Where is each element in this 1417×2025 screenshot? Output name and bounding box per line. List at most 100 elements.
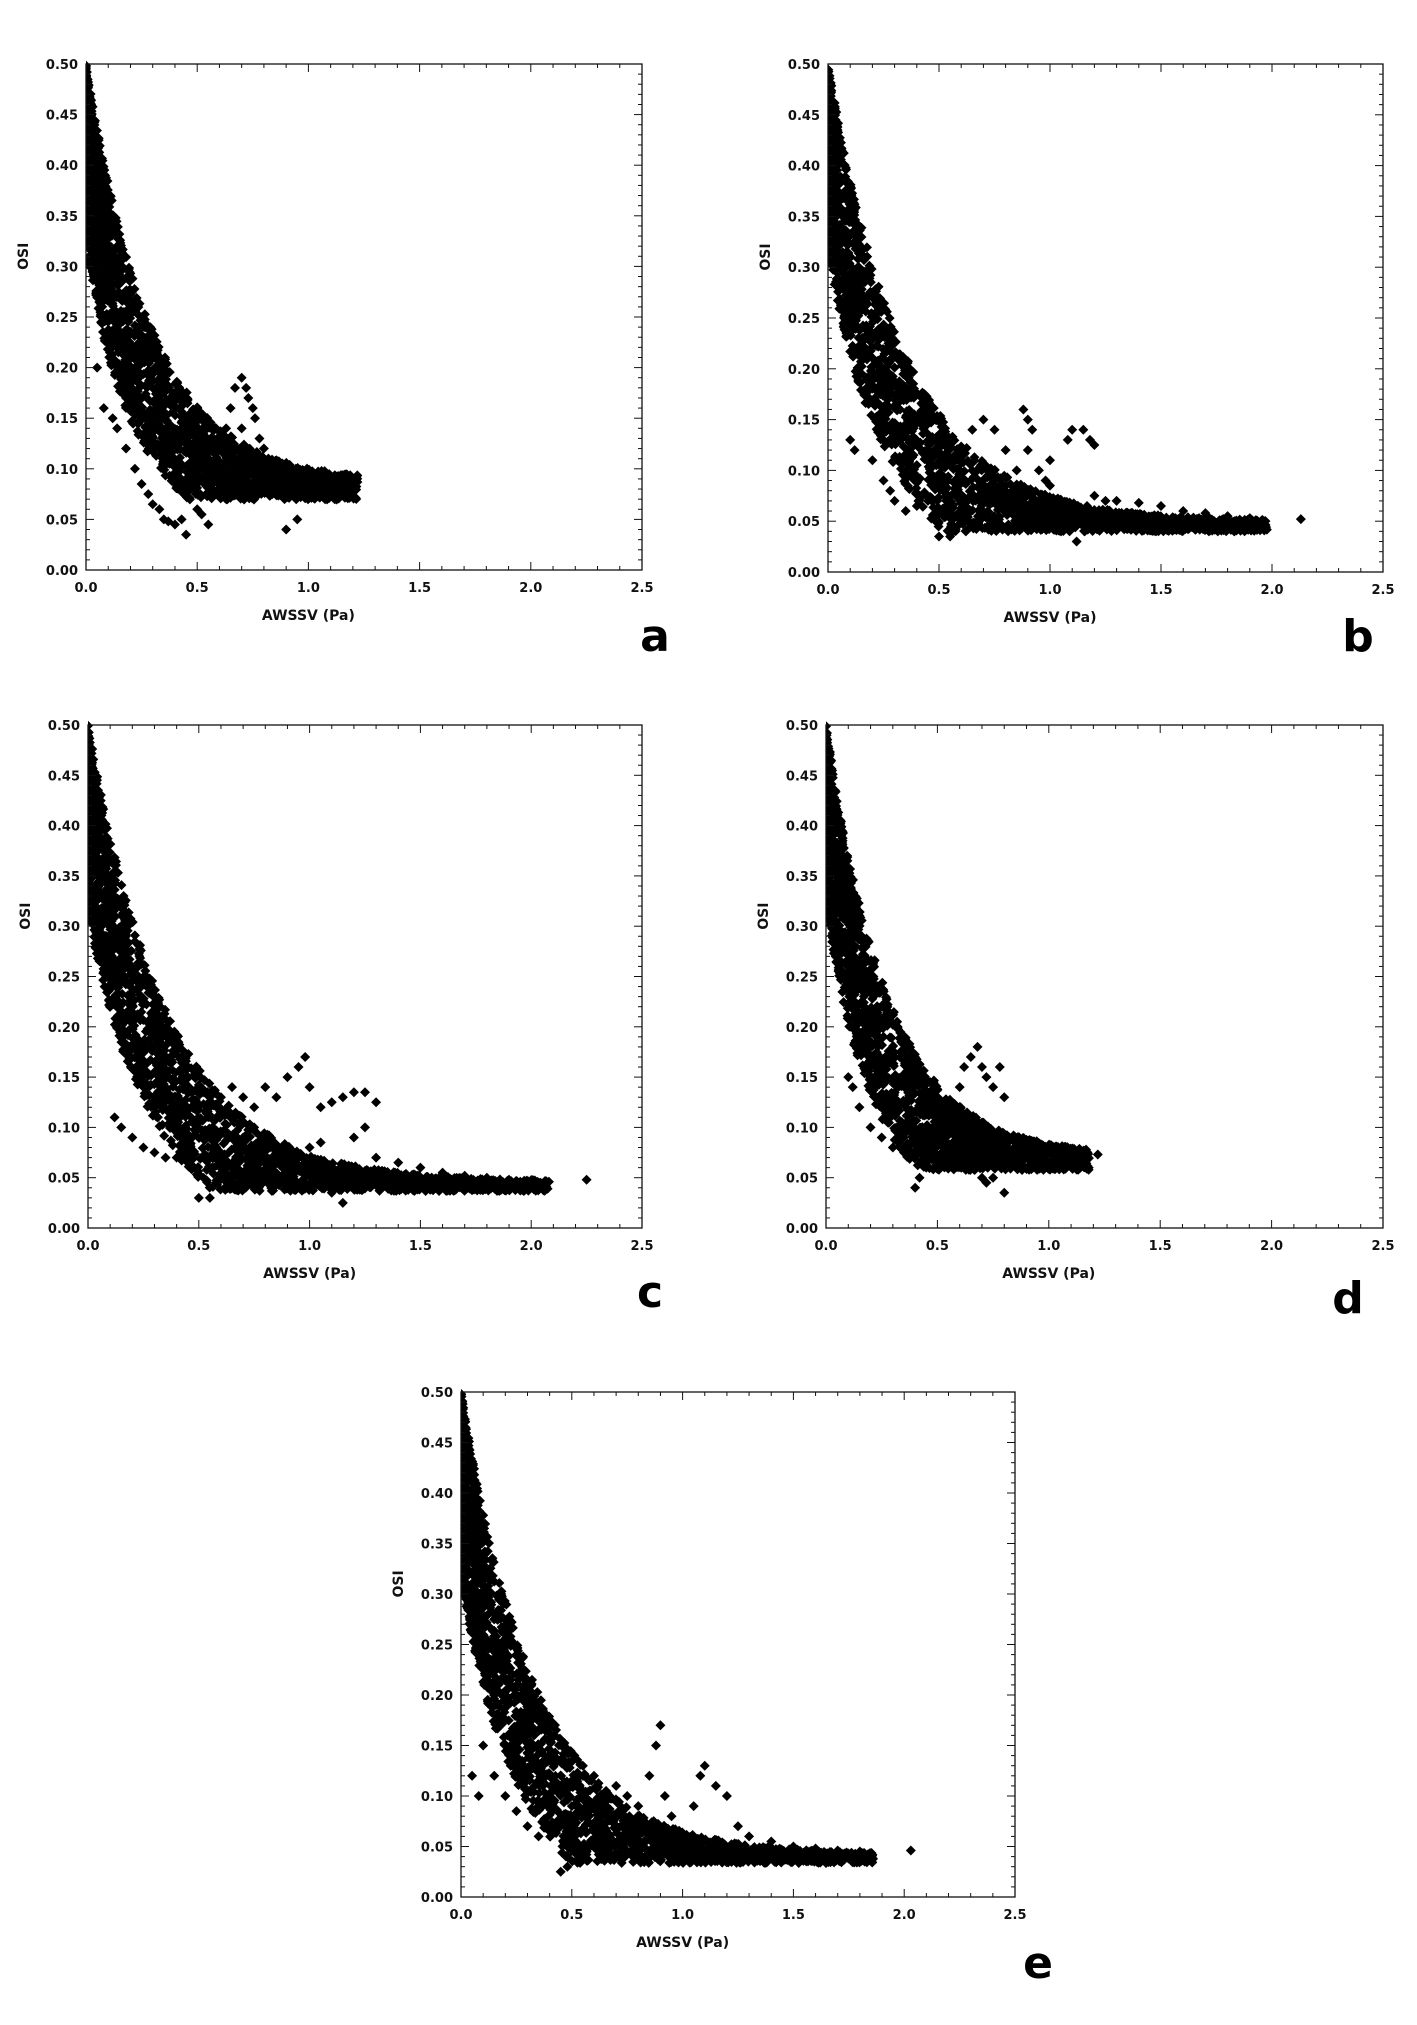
data-point (978, 414, 989, 425)
scatter-cloud (828, 64, 1272, 537)
cloud-point (853, 310, 864, 321)
cloud-point (859, 334, 870, 345)
y-axis-label: OSI (16, 243, 32, 270)
cloud-point (834, 293, 845, 304)
axis-ticks (85, 63, 643, 571)
x-tick-label: 0.0 (74, 581, 97, 596)
cloud-point (1136, 522, 1147, 533)
cloud-point (194, 438, 205, 449)
cloud-point (887, 434, 898, 445)
cloud-point (956, 473, 967, 484)
cloud-point (183, 411, 194, 422)
x-tick-label: 1.5 (408, 581, 431, 596)
data-point (845, 434, 856, 445)
cloud-point (1008, 510, 1019, 521)
cloud-point (104, 226, 115, 237)
cloud-point (86, 252, 94, 263)
cloud-point (105, 190, 116, 201)
data-point (292, 514, 303, 525)
cloud-point (849, 318, 860, 329)
cloud-point (868, 316, 879, 327)
cloud-point (890, 347, 901, 358)
cloud-point (923, 403, 934, 414)
cloud-point (181, 447, 192, 458)
cloud-point (902, 427, 913, 438)
cloud-point (924, 463, 935, 474)
cloud-point (848, 197, 859, 208)
cloud-point (852, 362, 863, 373)
cloud-point (117, 244, 128, 255)
cloud-point (1022, 511, 1033, 522)
cloud-point (947, 431, 958, 442)
data-point (192, 504, 203, 515)
cloud-point (885, 330, 896, 341)
cloud-point (908, 463, 919, 474)
cloud-point (134, 355, 145, 366)
data-point (1200, 508, 1211, 519)
data-point (258, 443, 269, 454)
cloud-point (833, 278, 844, 289)
cloud-point (840, 247, 851, 258)
data-point (192, 489, 203, 500)
y-tick-label: 0.10 (46, 463, 78, 478)
data-point (238, 463, 249, 474)
cloud-point (869, 381, 880, 392)
cloud-point (853, 253, 864, 264)
data-point (232, 443, 243, 454)
data-point (1156, 500, 1166, 511)
data-point (265, 473, 276, 484)
cloud-point (88, 115, 99, 126)
cloud-point (838, 264, 849, 275)
data-point (169, 519, 180, 530)
data-point (252, 489, 263, 500)
cloud-point (127, 343, 138, 354)
cloud-point (1211, 524, 1222, 535)
cloud-point (903, 457, 914, 468)
data-point (1100, 495, 1111, 506)
cloud-point (972, 474, 983, 485)
cloud-point (953, 519, 964, 530)
cloud-point (86, 97, 95, 108)
cloud-point (188, 405, 199, 416)
cloud-point (861, 320, 872, 331)
cloud-point (845, 346, 856, 357)
cloud-point (125, 406, 136, 417)
cloud-point (861, 266, 872, 277)
cloud-point (156, 422, 167, 433)
cloud-point (841, 176, 852, 187)
cloud-point (229, 460, 240, 471)
cloud-point (278, 480, 289, 491)
data-point (1040, 521, 1051, 532)
cloud-point (184, 422, 195, 433)
cloud-point (134, 343, 145, 354)
cloud-point (923, 397, 934, 408)
data-points (92, 362, 363, 540)
data-point (1045, 455, 1055, 466)
cloud-point (103, 279, 114, 290)
data-point (243, 392, 254, 403)
cloud-point (97, 284, 108, 295)
data-point (967, 465, 978, 476)
cloud-point (942, 456, 953, 467)
cloud-point (235, 451, 246, 462)
cloud-point (879, 436, 890, 447)
cloud-point (144, 405, 155, 416)
cloud-point (939, 512, 950, 523)
y-tick-label: 0.35 (46, 210, 78, 225)
cloud-point (886, 340, 897, 351)
y-tick-label: 0.25 (46, 311, 78, 326)
cloud-point (898, 352, 909, 363)
cloud-point (144, 337, 155, 348)
cloud-point (108, 261, 119, 272)
cloud-point (935, 484, 946, 495)
cloud-point (196, 455, 207, 466)
cloud-point (158, 456, 169, 467)
y-tick-label: 0.10 (788, 464, 820, 479)
cloud-point (124, 272, 135, 283)
cloud-point (155, 404, 166, 415)
data-point (154, 504, 165, 515)
cloud-point (856, 284, 867, 295)
data-point (221, 423, 232, 434)
y-tick-label: 0.20 (46, 362, 78, 377)
cloud-point (215, 457, 226, 468)
